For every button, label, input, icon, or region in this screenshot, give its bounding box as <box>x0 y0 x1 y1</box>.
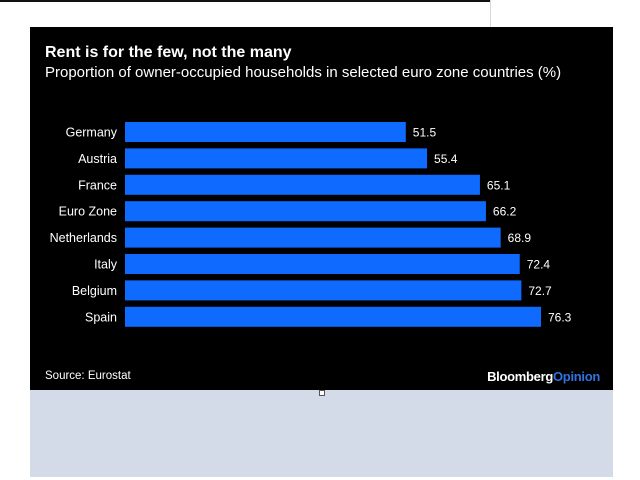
chart-source: Source: Eurostat <box>45 370 131 382</box>
bar <box>125 280 522 301</box>
logo-bloomberg: Bloomberg <box>487 369 553 384</box>
value-label: 51.5 <box>413 126 437 140</box>
bar <box>125 306 541 327</box>
category-label: Belgium <box>72 284 117 298</box>
chart-subtitle: Proportion of owner-occupied households … <box>45 64 562 81</box>
category-label: Italy <box>94 258 118 272</box>
value-label: 72.4 <box>527 258 551 272</box>
bar <box>125 227 501 248</box>
bar <box>125 174 480 195</box>
value-label: 72.7 <box>528 284 552 298</box>
bar <box>125 148 428 169</box>
bar-chart: Germany 51.5 Austria 55.4 France 65.1 Euro Zon… <box>50 122 572 327</box>
bar <box>125 122 406 142</box>
category-label: Spain <box>85 310 117 324</box>
window-divider <box>490 0 491 27</box>
category-label: Germany <box>66 126 118 140</box>
chart-title: Rent is for the few, not the many <box>45 44 292 61</box>
value-label: 66.2 <box>493 205 517 219</box>
logo-opinion: Opinion <box>553 369 600 384</box>
editor-canvas-area <box>30 390 613 477</box>
window-top-border <box>0 0 490 2</box>
bar <box>125 254 520 274</box>
bloomberg-opinion-logo: BloombergOpinion <box>487 369 600 384</box>
value-label: 76.3 <box>548 310 572 324</box>
category-label: Netherlands <box>50 231 117 245</box>
value-label: 68.9 <box>508 231 532 245</box>
resize-handle[interactable] <box>319 390 325 396</box>
value-label: 55.4 <box>434 152 458 166</box>
category-label: Euro Zone <box>59 205 117 219</box>
chart-card: Rent is for the few, not the many Propor… <box>30 27 613 390</box>
category-label: Austria <box>78 152 117 166</box>
category-label: France <box>78 178 117 192</box>
bar <box>125 201 486 222</box>
value-label: 65.1 <box>487 178 511 192</box>
